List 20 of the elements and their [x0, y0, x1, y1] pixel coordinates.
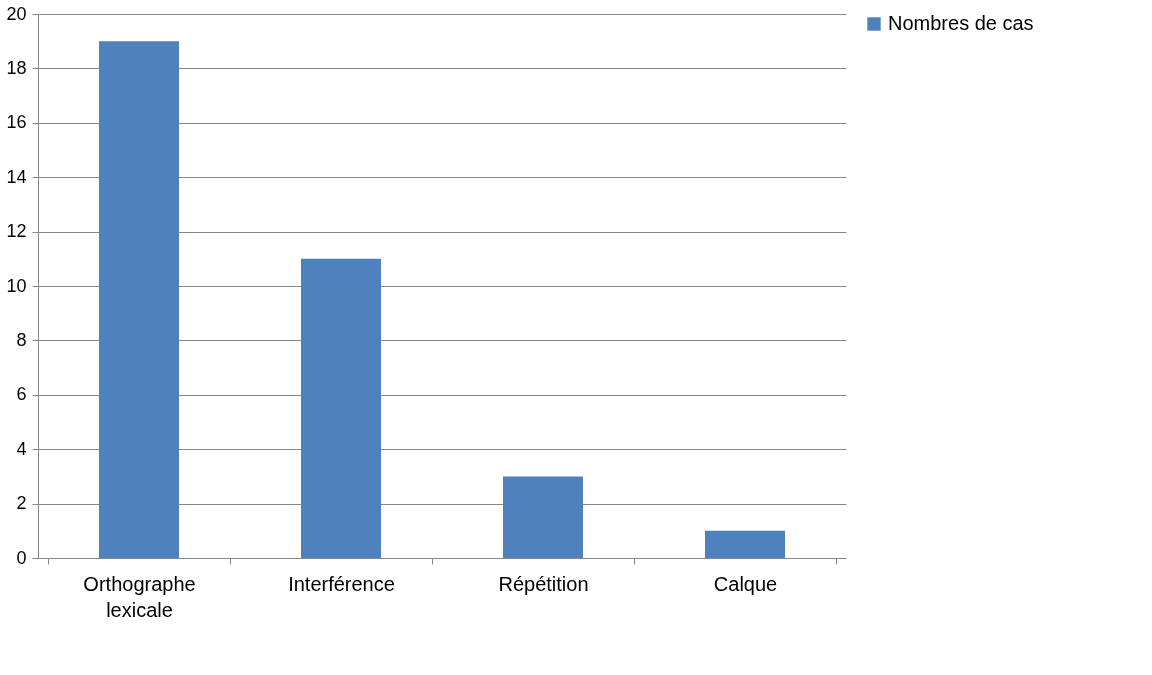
y-tick-label: 12 — [6, 221, 27, 242]
bar — [705, 530, 785, 558]
y-tick-label: 0 — [16, 547, 27, 568]
x-tick-label: Calque — [713, 572, 778, 595]
y-tick-label: 8 — [16, 329, 27, 350]
bar — [99, 41, 179, 558]
bar — [503, 476, 583, 558]
y-tick-label: 2 — [16, 493, 27, 514]
y-tick-label: 14 — [6, 166, 27, 187]
y-tick-label: 4 — [16, 438, 27, 459]
y-tick-label: 6 — [16, 384, 27, 405]
bar — [301, 258, 381, 558]
y-tick-label: 16 — [6, 112, 27, 133]
y-tick-label: 20 — [6, 3, 27, 24]
y-tick-label: 10 — [6, 275, 27, 296]
x-tick-label: Répétition — [498, 572, 589, 595]
x-tick-label: Orthographe lexicale — [83, 572, 196, 621]
x-tick-label: Interférence — [288, 572, 395, 595]
legend-label: Nombres de cas — [888, 12, 1034, 34]
y-tick-label: 18 — [6, 57, 27, 78]
